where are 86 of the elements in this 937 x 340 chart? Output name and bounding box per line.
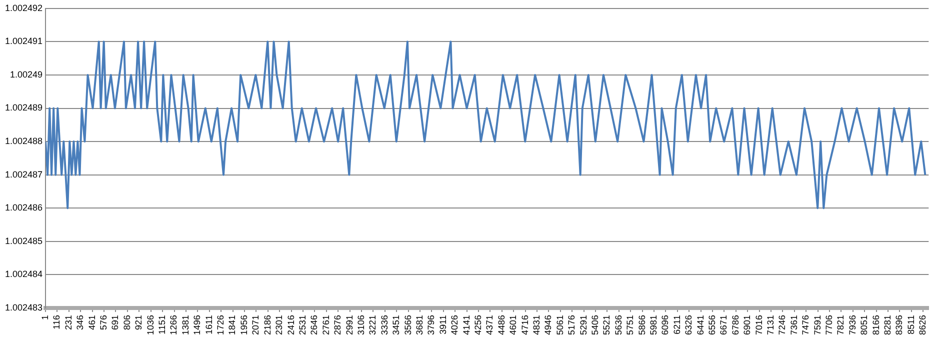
- x-tick-label: 3681: [414, 314, 424, 336]
- x-tick-label: 3566: [402, 314, 413, 336]
- x-tick-label: 8626: [918, 314, 928, 336]
- x-tick-label: 7591: [812, 314, 822, 336]
- x-tick-label: 7821: [836, 314, 846, 336]
- x-tick-label: 691: [110, 314, 120, 330]
- x-tick-label: 4486: [496, 314, 506, 336]
- x-tick-label: 8166: [870, 314, 881, 336]
- y-tick-label: 1.002489: [4, 102, 43, 113]
- x-tick-label: 2761: [320, 314, 331, 336]
- x-tick-label: 2646: [309, 314, 320, 336]
- x-tick-label: 8511: [906, 314, 916, 334]
- y-tick-label: 1.002487: [4, 169, 43, 180]
- x-tick-label: 3911: [438, 314, 448, 334]
- x-tick-label: 1726: [216, 314, 226, 336]
- x-tick-label: 2071: [250, 314, 261, 336]
- x-tick-label: 1381: [180, 314, 190, 336]
- x-tick-label: 4256: [472, 314, 483, 336]
- x-tick-label: 6326: [684, 314, 694, 336]
- x-tick-label: 4141: [461, 314, 472, 336]
- x-tick-label: 6556: [707, 314, 718, 336]
- x-tick-label: 806: [122, 314, 132, 330]
- y-tick-label: 1.002488: [4, 136, 43, 146]
- y-tick-label: 1.00249: [10, 69, 43, 80]
- x-tick-label: 8281: [882, 314, 893, 336]
- x-tick-label: 7016: [754, 314, 764, 336]
- x-tick-label: 3451: [391, 314, 402, 336]
- x-tick-label: 116: [52, 314, 62, 330]
- x-tick-label: 7361: [788, 314, 799, 336]
- y-tick-label: 1.002484: [4, 269, 43, 280]
- x-tick-label: 4026: [450, 314, 460, 336]
- x-tick-label: 1266: [168, 314, 179, 336]
- y-tick-label: 1.002485: [4, 236, 43, 246]
- x-tick-label: 7706: [824, 314, 834, 336]
- x-tick-label: 1841: [227, 314, 238, 336]
- x-tick-label: 6901: [742, 314, 752, 336]
- x-tick-label: 5521: [602, 314, 612, 336]
- x-tick-label: 2991: [344, 314, 354, 336]
- x-tick-label: 5751: [625, 314, 636, 336]
- x-tick-label: 4371: [484, 314, 495, 336]
- x-tick-label: 3336: [379, 314, 390, 336]
- x-tick-label: 1611: [204, 314, 214, 334]
- x-tick-label: 8051: [859, 314, 870, 336]
- y-tick-label: 1.002492: [4, 2, 43, 13]
- x-tick-label: 6786: [730, 314, 740, 336]
- x-tick-label: 4601: [508, 314, 518, 336]
- x-tick-label: 3796: [426, 314, 436, 336]
- x-tick-label: 1956: [238, 314, 249, 336]
- x-tick-label: 1151: [157, 314, 168, 334]
- x-tick-label: 1036: [145, 314, 156, 336]
- x-tick-label: 2531: [297, 314, 308, 336]
- x-tick-label: 5866: [636, 314, 647, 336]
- x-tick-label: 2416: [286, 314, 296, 336]
- x-tick-label: 2876: [332, 314, 343, 336]
- x-tick-label: 7131: [766, 314, 776, 336]
- x-tick-label: 5636: [613, 314, 624, 336]
- y-tick-label: 1.002483: [4, 302, 43, 312]
- x-tick-label: 8396: [894, 314, 904, 336]
- x-tick-label: 6211: [672, 314, 682, 334]
- x-tick-label: 3106: [356, 314, 366, 336]
- x-tick-label: 231: [63, 314, 74, 330]
- x-tick-label: 6671: [718, 314, 729, 336]
- x-tick-label: 6441: [695, 314, 706, 336]
- x-tick-label: 4716: [520, 314, 530, 336]
- x-tick-label: 7476: [800, 314, 811, 336]
- x-tick-label: 1: [40, 314, 50, 320]
- x-tick-label: 2186: [262, 314, 272, 336]
- x-tick-label: 3221: [368, 314, 378, 336]
- x-tick-label: 5176: [566, 314, 577, 336]
- x-tick-label: 5981: [648, 314, 658, 336]
- x-tick-label: 921: [134, 314, 144, 330]
- x-tick-label: 5061: [554, 314, 565, 336]
- x-tick-label: 5291: [578, 314, 588, 336]
- y-tick-label: 1.002491: [4, 36, 43, 46]
- x-tick-label: 346: [75, 314, 86, 330]
- x-tick-label: 2301: [274, 314, 284, 336]
- x-tick-label: 5406: [590, 314, 600, 336]
- x-tick-label: 1496: [192, 314, 202, 336]
- x-tick-label: 461: [86, 314, 97, 330]
- x-tick-label: 7936: [847, 314, 858, 336]
- x-tick-label: 7246: [777, 314, 788, 336]
- x-tick-label: 4831: [531, 314, 542, 336]
- x-tick-label: 6096: [660, 314, 670, 336]
- x-tick-label: 576: [98, 314, 109, 330]
- y-tick-label: 1.002486: [4, 202, 43, 213]
- x-tick-label: 4946: [543, 314, 554, 336]
